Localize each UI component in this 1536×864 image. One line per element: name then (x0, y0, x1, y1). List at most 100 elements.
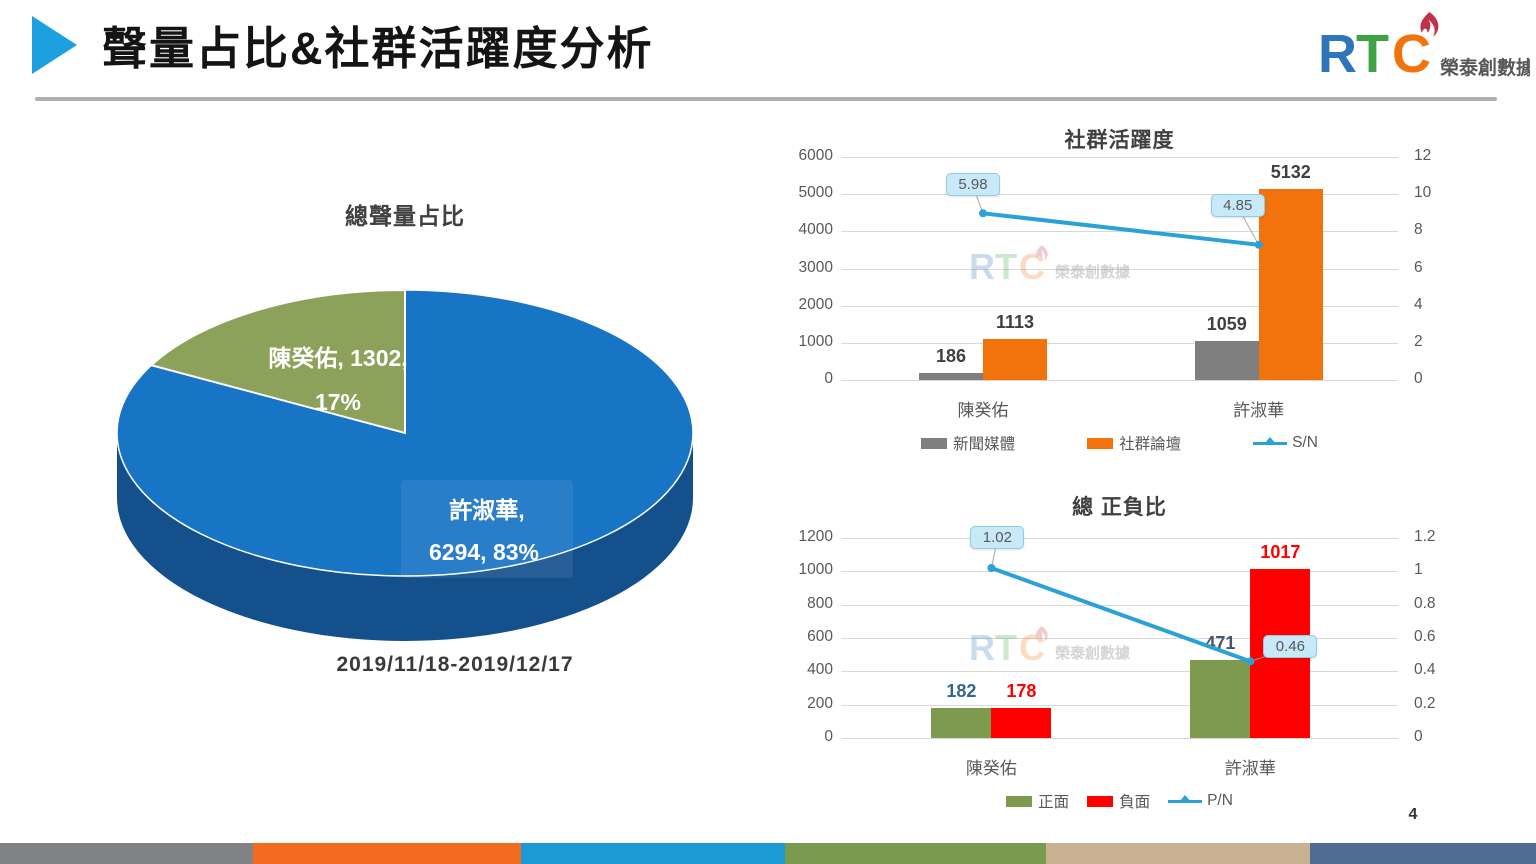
category-label: 陳癸佑 (965, 759, 1017, 778)
y-axis-label-left: 4000 (798, 221, 833, 239)
pie-label-panel (401, 480, 573, 578)
category-label: 許淑華 (1233, 401, 1285, 420)
y-axis-label-left: 0 (824, 728, 833, 745)
logo-letter-r: R (1318, 24, 1357, 84)
date-range-label: 2019/11/18-2019/12/17 (336, 653, 574, 676)
legend-line-triangle-icon (1264, 436, 1277, 444)
footer-stripe-segment (0, 843, 254, 864)
logo-letter-c: C (1392, 24, 1431, 84)
y-axis-label-left: 1000 (798, 561, 833, 579)
y-axis-label-right: 0.4 (1414, 661, 1436, 679)
gridline (841, 305, 1398, 307)
y-axis-label-left: 1000 (798, 332, 833, 350)
gridline (841, 671, 1398, 673)
combo-chart-pos-neg-ratio: 總 正負比 182 471 178 1017 1.02 0.46 正面 負面 P/N 0 0 20… (790, 487, 1455, 847)
line-value-callout: 1.02 (970, 526, 1025, 549)
legend-social-activity: 新聞媒體 社群論壇 S/N (841, 432, 1398, 454)
bar (931, 707, 992, 738)
logo-flame-icon (1420, 12, 1439, 37)
category-label: 許淑華 (1224, 759, 1276, 778)
y-axis-label-right: 8 (1414, 221, 1423, 239)
y-axis-label-left: 1200 (798, 528, 833, 545)
bar-value-label: 178 (1006, 681, 1037, 702)
legend-line-triangle-icon (1179, 794, 1192, 802)
pie-slice-label: 陳癸佑, 1302, (268, 345, 407, 371)
pie-slice-minor (149, 288, 406, 435)
chart-title-social-activity: 社群活躍度 (1064, 129, 1175, 152)
bar (983, 338, 1048, 380)
rtc-logo: R T C 榮泰創數據 (1318, 12, 1530, 84)
legend-label: P/N (1207, 792, 1233, 809)
gridline (841, 538, 1398, 539)
y-axis-label-left: 0 (824, 370, 833, 387)
gridline (841, 604, 1398, 606)
pie-slice-label: 6294, 83% (429, 539, 539, 565)
line-path (981, 211, 1261, 247)
line-value-callout: 5.98 (946, 173, 1001, 197)
pie-slice-label: 許淑華, (449, 497, 524, 523)
bar-value-label: 182 (946, 680, 977, 701)
gridline (841, 738, 1398, 739)
bar-value-label: 186 (936, 346, 967, 367)
y-axis-label-right: 6 (1414, 258, 1423, 276)
logo-letter-t: T (1356, 24, 1389, 84)
bar-value-label: 1113 (996, 311, 1035, 332)
y-axis-label-left: 3000 (798, 258, 833, 276)
y-axis-label-left: 800 (807, 594, 833, 612)
y-axis-label-right: 0 (1414, 728, 1423, 745)
gridline (841, 342, 1398, 344)
legend-pos-neg-ratio: 正面 負面 P/N (841, 790, 1398, 812)
gridline (841, 157, 1398, 158)
y-axis-label-right: 0.2 (1414, 694, 1436, 712)
bar (1194, 340, 1259, 380)
bar-value-label: 1017 (1260, 541, 1301, 562)
legend-line-marker-icon (1253, 436, 1288, 445)
line-point-marker (979, 209, 988, 218)
legend-item: 社群論壇 (1087, 432, 1181, 454)
legend-item: 負面 (1087, 790, 1150, 812)
category-label: 陳癸佑 (957, 401, 1009, 420)
y-axis-label-right: 0.6 (1414, 628, 1436, 645)
y-axis-label-right: 0 (1414, 370, 1423, 387)
pie-3d-side (117, 433, 693, 641)
y-axis-label-right: 1.2 (1414, 528, 1436, 545)
y-axis-label-left: 2000 (798, 295, 833, 313)
plot-area-pos-neg-ratio: 182 471 178 1017 1.02 0.46 (841, 526, 1398, 739)
legend-item: S/N (1253, 434, 1318, 452)
y-axis-label-left: 6000 (798, 147, 833, 164)
pie-chart-total-voice-share: 總聲量占比 陳癸佑, 1302, 17% 許淑華, 6294, 83% 2019/11… (105, 185, 705, 705)
legend-label: S/N (1292, 434, 1318, 451)
gridline (841, 194, 1398, 196)
legend-item: 新聞媒體 (921, 432, 1015, 454)
legend-label: 新聞媒體 (953, 436, 1016, 453)
gridline (841, 380, 1398, 381)
legend-swatch (1006, 795, 1033, 807)
legend-label: 負面 (1119, 794, 1151, 811)
bar-value-label: 5132 (1270, 162, 1311, 183)
legend-swatch (1087, 795, 1114, 807)
line-value-callout: 4.85 (1210, 193, 1265, 217)
y-axis-label-right: 10 (1414, 184, 1432, 202)
chart-title-pos-neg-ratio: 總 正負比 (1072, 496, 1167, 519)
plot-area-social-activity: 186 1059 1113 5132 5.98 4.85 (841, 157, 1398, 381)
bar (1258, 189, 1323, 380)
legend-label: 正面 (1038, 794, 1070, 811)
title-bullet-triangle-icon (32, 16, 77, 74)
combo-chart-social-activity: 社群活躍度 186 1059 1113 5132 5.98 4.85 新聞媒體 社群論壇 S/… (790, 122, 1455, 472)
legend-swatch (921, 437, 948, 449)
pie-slice-label: 17% (315, 389, 361, 415)
logo-brand-text: 榮泰創數據 (1440, 56, 1530, 79)
page-number: 4 (1408, 806, 1418, 823)
footer-stripe-segment (1045, 843, 1311, 864)
footer-stripe-segment (784, 843, 1046, 864)
gridline (841, 268, 1398, 270)
slide-title: 聲量占比&社群活躍度分析 (102, 23, 654, 74)
footer-stripe (0, 843, 1536, 864)
y-axis-label-left: 600 (807, 628, 833, 645)
y-axis-label-left: 400 (807, 661, 833, 679)
gridline (841, 571, 1398, 573)
bar-value-label: 1059 (1206, 313, 1247, 334)
pie-chart: 陳癸佑, 1302, 17% 許淑華, 6294, 83% (116, 288, 694, 641)
y-axis-label-right: 1 (1414, 561, 1423, 579)
